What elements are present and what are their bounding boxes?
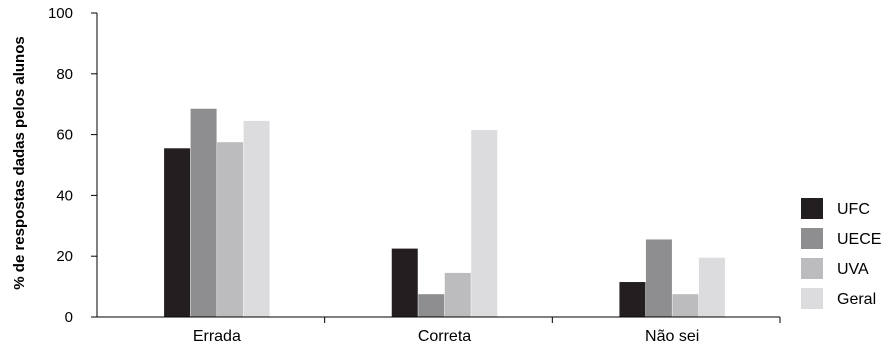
bar-uece-3 <box>645 239 672 317</box>
y-tick-label: 100 <box>48 5 73 22</box>
x-category-label: Correta <box>418 328 471 345</box>
legend-label-uece: UECE <box>837 231 881 248</box>
bar-uva-1 <box>217 142 244 317</box>
y-tick-label: 60 <box>56 127 73 144</box>
bar-ufc-2 <box>391 248 418 317</box>
legend-swatch-ufc <box>801 198 823 219</box>
bar-ufc-1 <box>164 148 191 317</box>
x-category-label: Errada <box>193 328 241 345</box>
y-tick-label: 20 <box>56 248 73 265</box>
legend-swatch-uece <box>801 228 823 249</box>
legend-swatch-geral <box>801 288 823 309</box>
legend-label-ufc: UFC <box>837 201 870 218</box>
bar-uece-2 <box>418 294 445 317</box>
y-tick-label: 40 <box>56 187 73 204</box>
legend: UFC UECE UVA Geral <box>801 198 881 309</box>
bar-uva-3 <box>672 294 699 317</box>
y-axis-title: % de respostas dadas pelos alunos <box>11 36 28 289</box>
bar-uva-2 <box>444 272 471 317</box>
legend-label-uva: UVA <box>837 261 869 278</box>
bar-ufc-3 <box>619 282 646 317</box>
bar-geral-2 <box>471 130 498 317</box>
bar-uece-1 <box>190 108 217 317</box>
bar-geral-3 <box>698 257 725 317</box>
x-axis: Errada Correta Não sei <box>97 316 781 345</box>
y-tick-label: 0 <box>65 309 73 326</box>
y-tick-label: 80 <box>56 66 73 83</box>
bars <box>164 108 725 317</box>
legend-swatch-uva <box>801 258 823 279</box>
y-axis: 0 20 40 60 80 100 <box>48 5 98 326</box>
x-category-label: Não sei <box>645 328 699 345</box>
legend-label-geral: Geral <box>837 291 876 308</box>
bar-geral-1 <box>243 120 270 317</box>
